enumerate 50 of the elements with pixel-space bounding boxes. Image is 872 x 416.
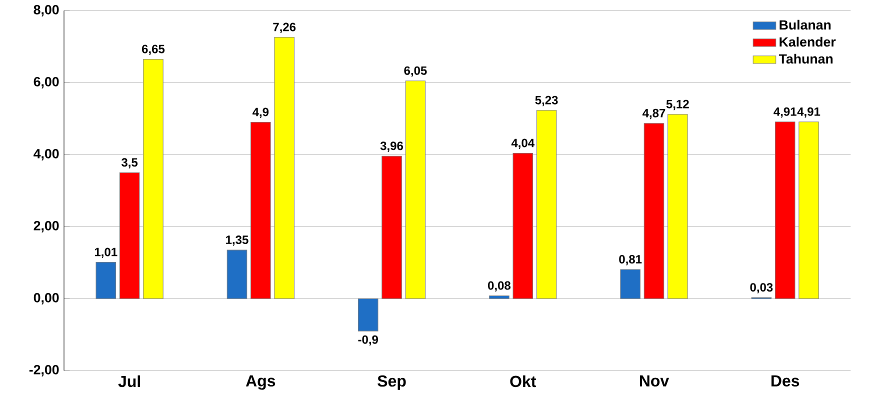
bar <box>358 298 378 332</box>
y-tick-label: 6,00 <box>34 76 59 88</box>
bar <box>143 58 164 299</box>
bar <box>274 37 294 299</box>
bar <box>668 114 688 299</box>
data-label: 6,05 <box>404 66 427 77</box>
x-tick-label: Des <box>771 375 800 387</box>
x-tick-label: Nov <box>640 375 670 387</box>
data-label: 0,03 <box>750 283 773 294</box>
bar <box>489 296 510 299</box>
bar <box>620 269 640 299</box>
bar <box>774 122 796 299</box>
y-tick-label: -2,00 <box>29 364 59 376</box>
y-tick-label: 2,00 <box>34 220 59 232</box>
bar <box>382 156 402 299</box>
data-label: 4,91 <box>774 107 796 118</box>
data-label: 1,01 <box>94 248 118 258</box>
bar <box>250 122 271 299</box>
x-tick-label: Ags <box>246 375 276 390</box>
x-tick-label: Jul <box>118 375 140 388</box>
data-label: 5,23 <box>535 96 558 106</box>
y-tick-label: 0,00 <box>34 292 59 304</box>
bar <box>405 80 426 299</box>
data-label: 4,04 <box>511 138 534 149</box>
bar <box>119 172 140 299</box>
x-tick-label: Okt <box>510 375 536 388</box>
data-label: 4,87 <box>642 108 666 120</box>
y-tick-label: 8,00 <box>34 4 59 16</box>
x-tick-label: Sep <box>378 375 406 390</box>
data-label: 4,9 <box>252 108 269 118</box>
data-label: 1,35 <box>226 236 248 246</box>
bar <box>96 262 116 299</box>
bar <box>644 123 664 299</box>
legend-label: Bulanan <box>780 20 831 30</box>
data-label: 0,08 <box>488 281 511 292</box>
bar <box>536 110 557 299</box>
data-label: 4,91 <box>797 107 820 118</box>
bar <box>512 152 534 299</box>
data-label: -0,9 <box>358 335 378 346</box>
data-label: 5,12 <box>666 100 689 110</box>
data-label: 6,65 <box>142 44 165 55</box>
data-label: 3,96 <box>380 142 404 152</box>
data-label: 3,5 <box>121 158 138 168</box>
legend-label: Kalender <box>780 36 836 47</box>
bar <box>798 122 819 299</box>
data-label: 0,81 <box>619 254 642 266</box>
data-label: 7,26 <box>273 22 296 34</box>
legend-label: Tahunan <box>778 54 833 64</box>
bar <box>226 250 248 299</box>
y-tick-label: 4,00 <box>34 148 59 160</box>
